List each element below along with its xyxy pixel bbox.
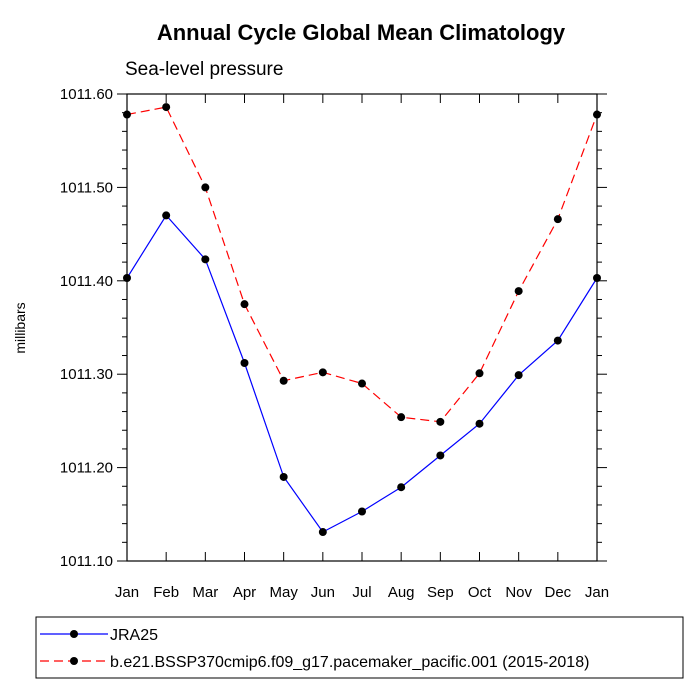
legend-box	[35, 616, 684, 679]
y-tick-label: 1011.40	[60, 273, 113, 290]
y-tick-label: 1011.30	[60, 366, 113, 383]
x-tick-label: Mar	[192, 584, 218, 601]
series-layer	[123, 103, 601, 537]
data-point-series-1	[279, 472, 288, 481]
data-point-series-2	[514, 287, 523, 296]
data-point-series-1	[123, 273, 131, 282]
chart-subtitle: Sea-level pressure	[125, 59, 283, 80]
series-line-1	[126, 214, 598, 533]
data-point-series-2	[318, 368, 327, 377]
data-point-series-1	[240, 358, 249, 367]
y-tick-label: 1011.60	[60, 86, 113, 103]
data-point-series-2	[279, 376, 288, 385]
y-tick-label: 1011.50	[60, 179, 113, 196]
x-tick-label: Jun	[311, 584, 335, 601]
x-tick-label: Jan	[115, 584, 139, 601]
x-tick-label: Jan	[585, 584, 609, 601]
data-point-series-1	[162, 211, 171, 220]
data-point-series-1	[397, 483, 406, 492]
data-point-series-1	[201, 255, 210, 264]
plot-frame	[126, 93, 598, 562]
chart-title: Annual Cycle Global Mean Climatology	[157, 20, 566, 45]
data-point-series-1	[318, 528, 327, 537]
legend-label-1: JRA25	[110, 627, 158, 644]
x-tick-label: Dec	[544, 584, 571, 601]
data-point-series-2	[201, 183, 210, 192]
legend: JRA25 b.e21.BSSP370cmip6.f09_g17.pacemake…	[40, 627, 589, 671]
data-point-series-1	[436, 451, 445, 460]
y-tick-label: 1011.20	[60, 460, 113, 477]
data-point-series-1	[514, 371, 523, 380]
x-tick-label: Jul	[352, 584, 371, 601]
x-tick-label: Nov	[505, 584, 532, 601]
data-point-series-2	[593, 110, 601, 119]
data-point-series-2	[240, 300, 249, 309]
x-tick-label: Aug	[388, 584, 415, 601]
x-tick-label: Feb	[153, 584, 179, 601]
y-axis-label: millibars	[12, 302, 28, 353]
data-point-series-1	[475, 419, 484, 428]
data-point-series-2	[358, 379, 366, 388]
data-point-series-1	[593, 273, 601, 282]
y-tick-label: 1011.10	[60, 553, 113, 570]
x-tick-label: Sep	[427, 584, 454, 601]
legend-label-2: b.e21.BSSP370cmip6.f09_g17.pacemaker_pac…	[110, 654, 589, 671]
x-tick-label: Oct	[468, 584, 492, 601]
legend-marker-1	[70, 630, 78, 638]
data-point-series-2	[397, 413, 406, 422]
data-point-series-1	[358, 507, 366, 516]
data-point-series-1	[553, 336, 562, 345]
x-tick-label: Apr	[233, 584, 256, 601]
axis-ticks: Jan Feb Mar Apr May Jun Jul Aug Sep Oct Nov Dec Jan1…	[60, 86, 609, 601]
data-point-series-2	[436, 417, 445, 426]
legend-marker-2	[70, 657, 78, 665]
data-point-series-2	[162, 103, 171, 112]
data-point-series-2	[475, 369, 484, 378]
x-tick-label: May	[269, 584, 298, 601]
data-point-series-2	[553, 215, 562, 224]
data-point-series-2	[123, 110, 131, 119]
series-line-2	[126, 106, 598, 423]
